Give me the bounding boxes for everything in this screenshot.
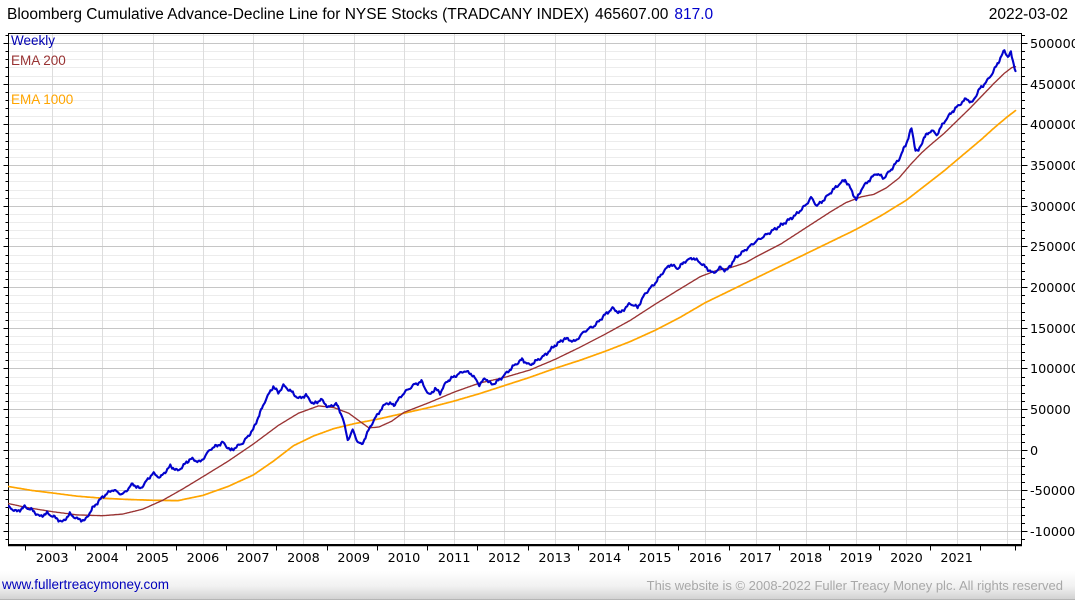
svg-text:150000: 150000	[1030, 322, 1075, 337]
svg-text:2008: 2008	[287, 551, 320, 566]
svg-text:2005: 2005	[136, 551, 169, 566]
svg-text:300000: 300000	[1030, 200, 1075, 215]
legend-item-ema200: EMA 200	[11, 53, 66, 68]
svg-text:500000: 500000	[1030, 37, 1075, 52]
last-value: 465607.00	[595, 6, 669, 23]
svg-text:2009: 2009	[337, 551, 370, 566]
svg-text:2012: 2012	[488, 551, 521, 566]
svg-text:250000: 250000	[1030, 240, 1075, 255]
svg-text:2003: 2003	[36, 551, 69, 566]
svg-text:2011: 2011	[438, 551, 471, 566]
svg-text:2004: 2004	[86, 551, 119, 566]
svg-text:0: 0	[1030, 444, 1038, 459]
copyright-text: This website is © 2008-2022 Fuller Treac…	[646, 578, 1063, 593]
svg-text:2017: 2017	[739, 551, 772, 566]
svg-text:450000: 450000	[1030, 78, 1075, 93]
svg-text:-100000: -100000	[1030, 525, 1075, 540]
svg-text:350000: 350000	[1030, 159, 1075, 174]
svg-text:2007: 2007	[237, 551, 270, 566]
svg-text:2006: 2006	[187, 551, 220, 566]
site-link[interactable]: www.fullertreacymoney.com	[2, 577, 170, 592]
svg-text:-50000: -50000	[1030, 484, 1075, 499]
page-title: Bloomberg Cumulative Advance-Decline Lin…	[7, 6, 590, 23]
footer-bar: www.fullertreacymoney.com This website i…	[0, 571, 1075, 600]
legend-item-ema1000: EMA 1000	[11, 92, 74, 107]
svg-text:50000: 50000	[1030, 403, 1071, 418]
chart-date: 2022-03-02	[988, 6, 1068, 23]
svg-text:2021: 2021	[940, 551, 973, 566]
svg-text:2015: 2015	[639, 551, 672, 566]
svg-text:2020: 2020	[890, 551, 923, 566]
legend-item-weekly: Weekly	[11, 33, 56, 48]
change-value: 817.0	[674, 6, 714, 23]
svg-text:2016: 2016	[689, 551, 722, 566]
svg-text:400000: 400000	[1030, 118, 1075, 133]
svg-text:2019: 2019	[840, 551, 873, 566]
svg-text:2013: 2013	[538, 551, 571, 566]
svg-text:2014: 2014	[589, 551, 622, 566]
title-bar: Bloomberg Cumulative Advance-Decline Lin…	[7, 6, 1068, 28]
svg-text:100000: 100000	[1030, 362, 1075, 377]
svg-text:2018: 2018	[790, 551, 823, 566]
svg-text:200000: 200000	[1030, 281, 1075, 296]
svg-text:2010: 2010	[388, 551, 421, 566]
